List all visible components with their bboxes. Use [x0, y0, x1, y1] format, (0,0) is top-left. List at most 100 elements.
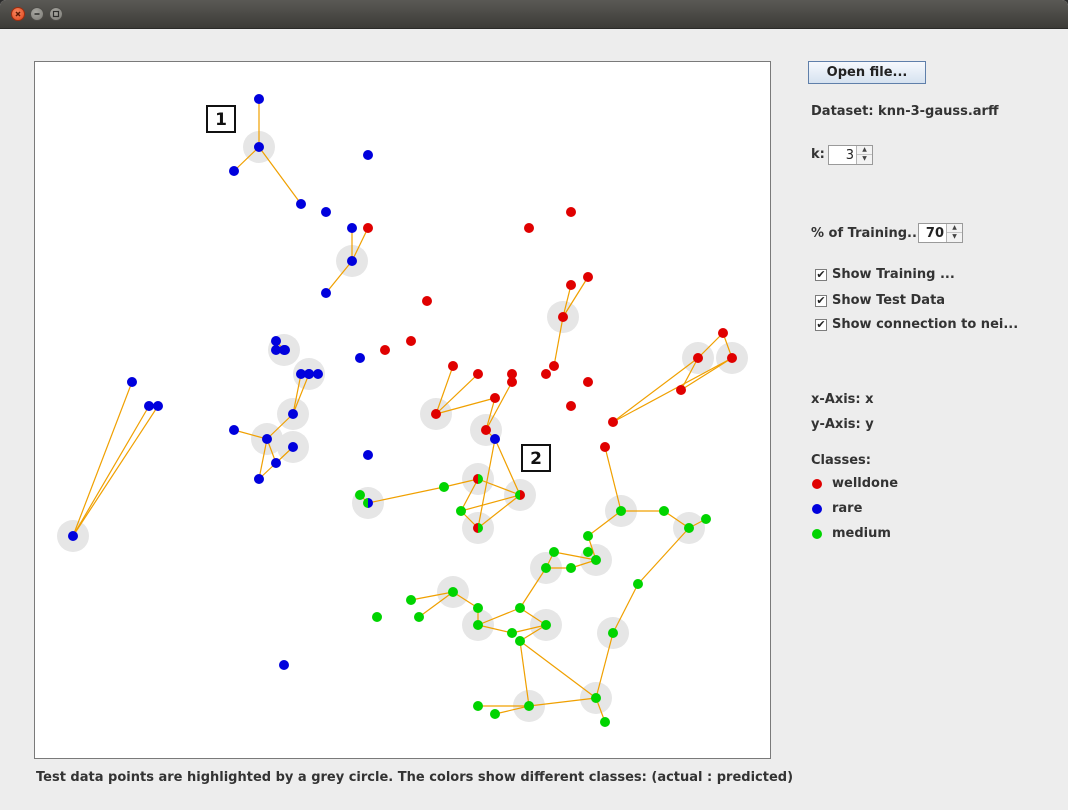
- training-point: [490, 393, 500, 403]
- training-point: [659, 506, 669, 516]
- neighbor-connection-line: [680, 357, 699, 391]
- training-percent-value: 70: [925, 226, 944, 241]
- training-point: [271, 345, 281, 355]
- training-point: [296, 369, 306, 379]
- training-point: [439, 482, 449, 492]
- training-point: [347, 223, 357, 233]
- maximize-icon: [52, 10, 60, 18]
- test-point-actual-half: [473, 474, 478, 484]
- neighbor-connection-line: [553, 316, 564, 367]
- test-point: [254, 142, 264, 152]
- legend-item-rare: rare: [812, 501, 862, 516]
- neighbor-connection-line: [519, 567, 547, 609]
- show-connection-checkbox[interactable]: ✔ Show connection to nei...: [815, 317, 1018, 332]
- training-percent-label: % of Training...: [811, 226, 922, 241]
- minimize-button[interactable]: [30, 7, 44, 21]
- test-point: [279, 345, 289, 355]
- test-point: [448, 587, 458, 597]
- k-decrement-button[interactable]: ▼: [857, 154, 872, 163]
- training-point: [583, 531, 593, 541]
- test-point: [591, 693, 601, 703]
- plot-caption: Test data points are highlighted by a gr…: [36, 770, 794, 785]
- training-point: [600, 717, 610, 727]
- k-spinner[interactable]: 3 ▲ ▼: [828, 145, 873, 165]
- training-point: [515, 603, 525, 613]
- show-test-data-checkbox[interactable]: ✔ Show Test Data: [815, 293, 945, 308]
- checkbox-checked-icon: ✔: [815, 293, 827, 307]
- y-axis-label: y-Axis: y: [811, 417, 874, 432]
- neighbor-connection-line: [418, 591, 454, 618]
- training-point: [600, 442, 610, 452]
- test-point: [591, 555, 601, 565]
- neighbor-connection-line: [612, 583, 639, 634]
- neighbor-connection-line: [587, 510, 622, 537]
- training-point: [507, 628, 517, 638]
- training-point: [549, 547, 559, 557]
- neighbor-connection-line: [477, 438, 496, 529]
- training-point: [372, 612, 382, 622]
- checkbox-checked-icon: ✔: [815, 267, 827, 281]
- neighbor-connection-line: [494, 705, 530, 715]
- legend-item-medium: medium: [812, 526, 891, 541]
- maximize-button[interactable]: [49, 7, 63, 21]
- neighbor-connection-line: [604, 446, 622, 512]
- neighbor-connection-line: [562, 284, 572, 318]
- training-point: [380, 345, 390, 355]
- training-percent-spinner[interactable]: 70 ▲ ▼: [918, 223, 963, 243]
- training-increment-button[interactable]: ▲: [952, 224, 957, 231]
- x-axis-label: x-Axis: x: [811, 392, 874, 407]
- neighbor-connection-line: [410, 591, 454, 601]
- training-point: [296, 199, 306, 209]
- neighbor-connection-line: [562, 276, 589, 318]
- test-point: [616, 506, 626, 516]
- neighbor-connection-line: [697, 332, 724, 359]
- show-training-checkbox[interactable]: ✔ Show Training ...: [815, 267, 955, 282]
- training-point: [355, 353, 365, 363]
- close-button[interactable]: [11, 7, 25, 21]
- training-point: [279, 660, 289, 670]
- neighbor-connection-line: [460, 478, 479, 512]
- training-point: [363, 450, 373, 460]
- training-point: [271, 336, 281, 346]
- neighbor-connection-line: [72, 405, 150, 537]
- training-point: [676, 385, 686, 395]
- test-point: [481, 425, 491, 435]
- k-spinner-arrows: ▲ ▼: [856, 146, 872, 164]
- k-increment-button[interactable]: ▲: [862, 146, 867, 153]
- test-point-actual-half: [473, 523, 478, 533]
- neighbor-connection-line: [663, 510, 690, 529]
- legend-item-welldone: welldone: [812, 476, 898, 491]
- neighbor-connection-line: [519, 640, 530, 707]
- show-connection-label: Show connection to nei...: [832, 317, 1019, 332]
- welldone-dot-icon: [812, 478, 822, 489]
- training-decrement-button[interactable]: ▼: [947, 232, 962, 241]
- neighbor-connection-line: [325, 260, 353, 294]
- neighbor-connection-line: [351, 227, 369, 262]
- test-point: [347, 256, 357, 266]
- neighbor-connection-line: [72, 405, 159, 537]
- test-point-predicted-half: [478, 523, 483, 533]
- training-point: [321, 207, 331, 217]
- medium-dot-icon: [812, 528, 822, 539]
- training-point: [566, 280, 576, 290]
- test-point-predicted-half: [368, 498, 373, 508]
- test-point-predicted-half: [520, 490, 525, 500]
- open-file-button[interactable]: Open file...: [808, 61, 926, 84]
- dataset-label: Dataset: knn-3-gauss.arff: [811, 104, 999, 119]
- training-point: [363, 150, 373, 160]
- training-point: [321, 288, 331, 298]
- annotation-box-2: [521, 444, 551, 472]
- training-point: [541, 369, 551, 379]
- training-point: [507, 369, 517, 379]
- neighbor-connection-line: [528, 697, 597, 707]
- training-point: [456, 506, 466, 516]
- training-point: [583, 272, 593, 282]
- training-point: [254, 94, 264, 104]
- training-point: [406, 595, 416, 605]
- annotation-label-1: 1: [215, 110, 227, 130]
- training-point: [144, 401, 154, 411]
- title-bar: [0, 0, 1068, 29]
- neighbor-connection-line: [511, 624, 547, 634]
- training-point: [583, 547, 593, 557]
